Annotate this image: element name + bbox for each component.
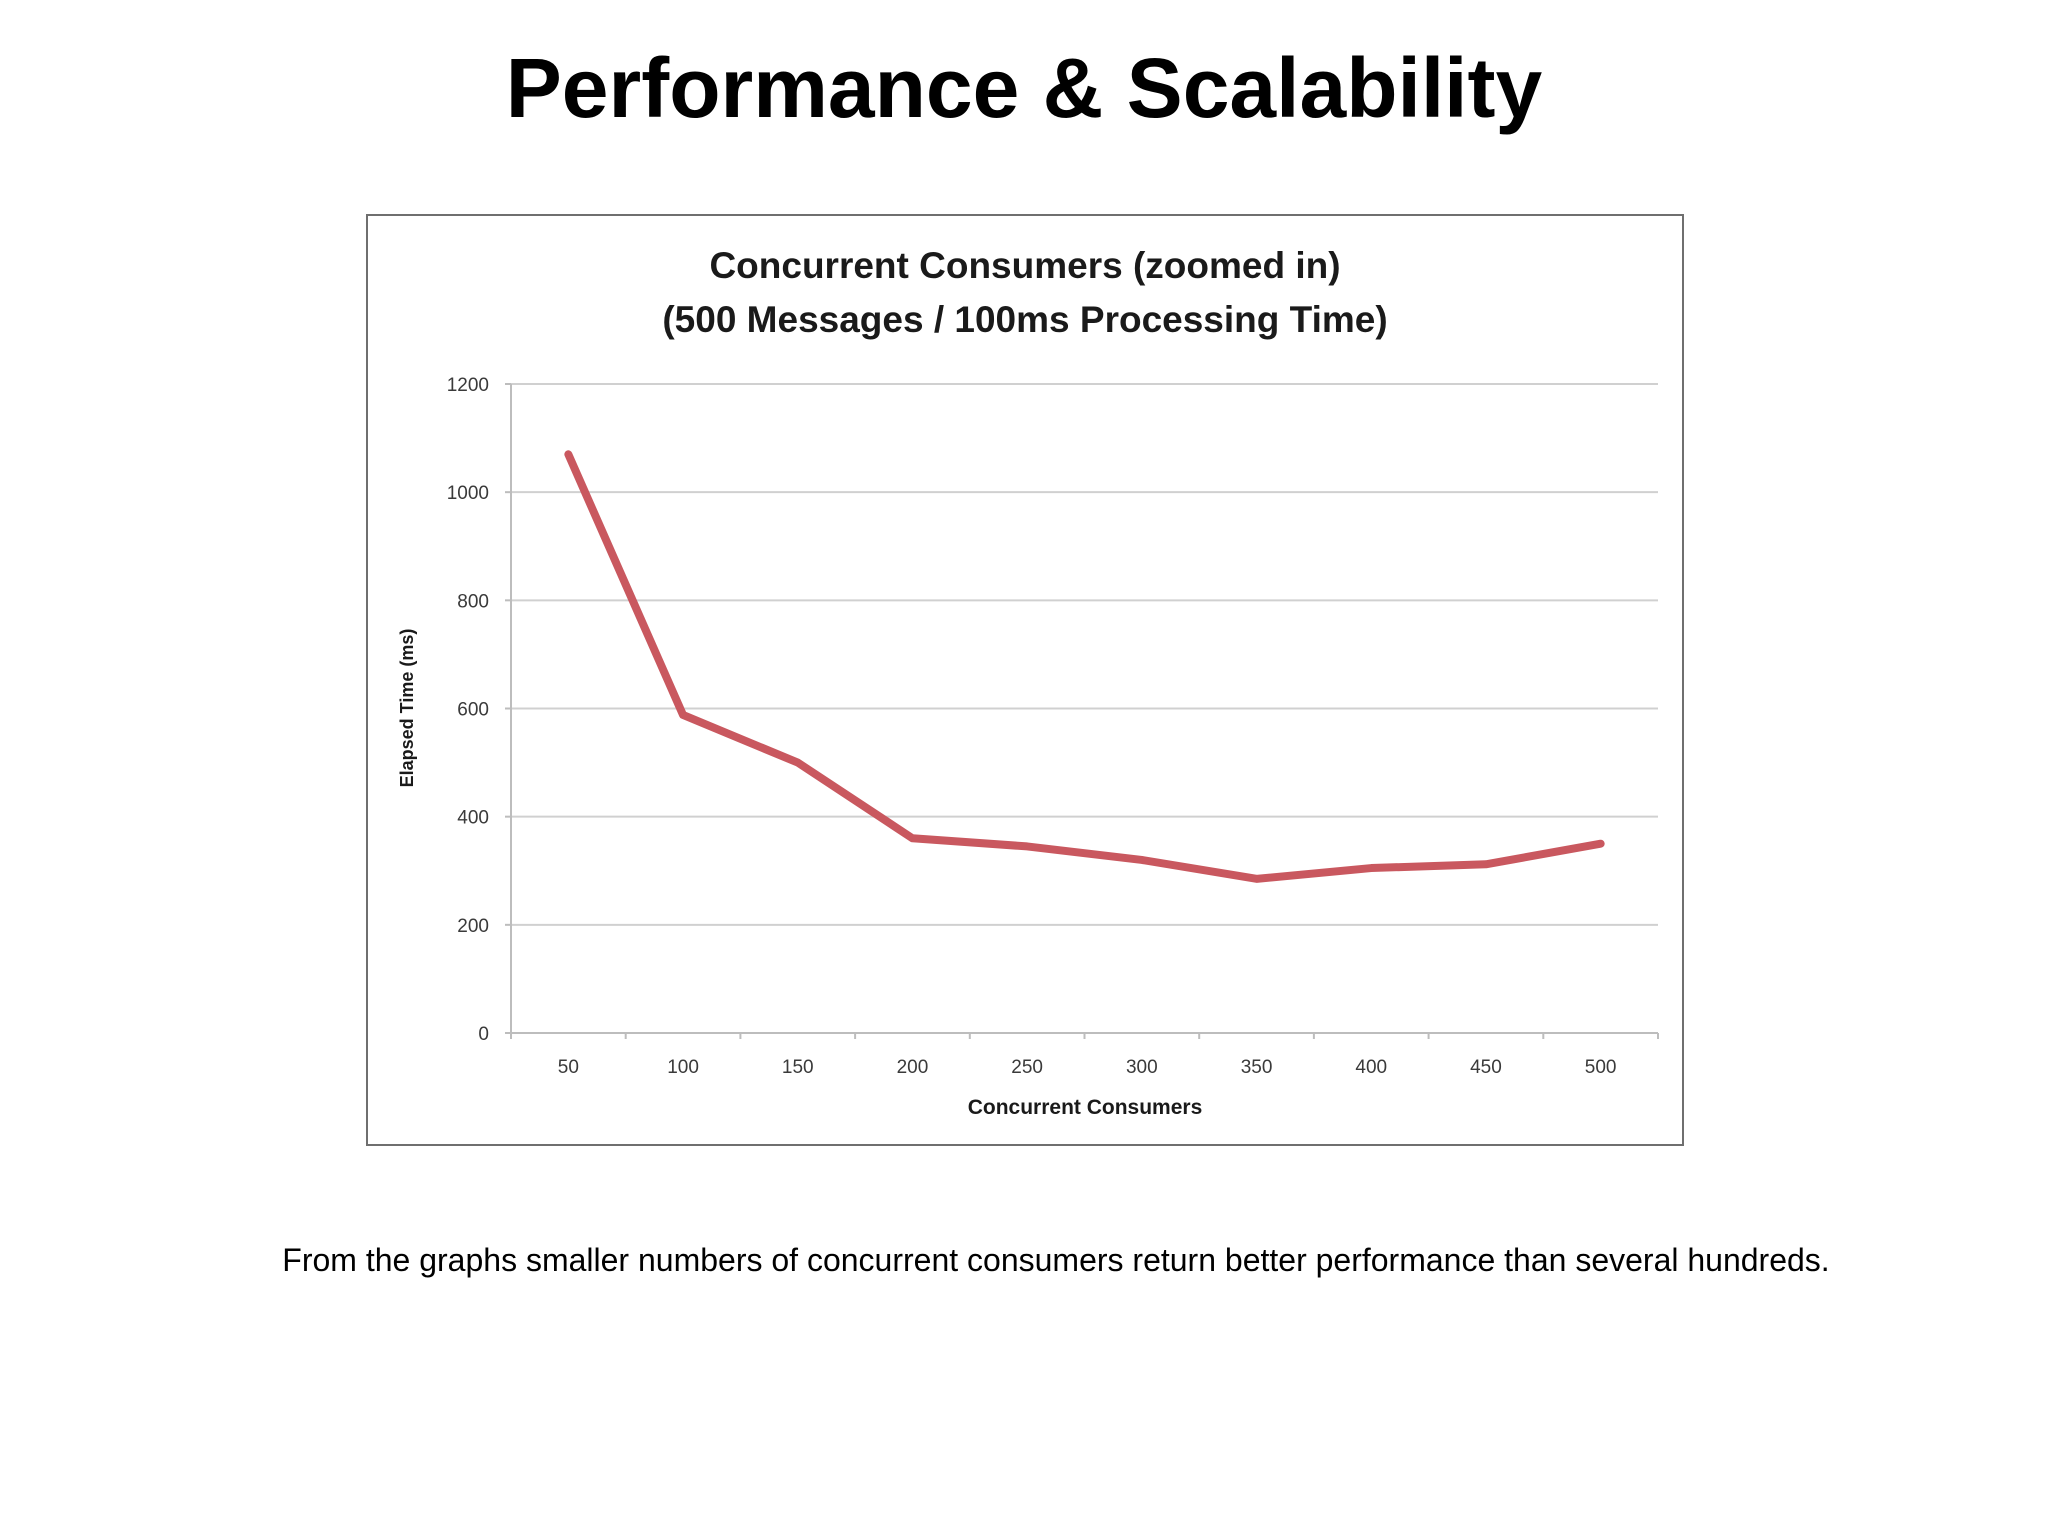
chart-title: Concurrent Consumers (zoomed in) xyxy=(709,245,1340,286)
y-axis-label: Elapsed Time (ms) xyxy=(397,629,417,788)
y-tick-label-200: 200 xyxy=(457,916,489,937)
data-point-500 xyxy=(1600,843,1602,845)
x-tick-label-450: 450 xyxy=(1470,1057,1502,1078)
y-tick-labels: 0 200 400 600 800 1000 1200 xyxy=(447,375,489,1045)
chart-subtitle: (500 Messages / 100ms Processing Time) xyxy=(662,299,1387,340)
data-point-100 xyxy=(682,714,684,716)
y-tick-label-1000: 1000 xyxy=(447,483,489,504)
data-point-400 xyxy=(1370,867,1372,869)
series-line-0 xyxy=(564,450,1605,883)
y-tick-label-1200: 1200 xyxy=(447,375,489,396)
x-tick-label-400: 400 xyxy=(1355,1057,1387,1078)
data-point-50 xyxy=(567,453,569,455)
slide-title: Performance & Scalability xyxy=(505,41,1543,135)
x-tick-label-150: 150 xyxy=(782,1057,814,1078)
x-axis-label: Concurrent Consumers xyxy=(968,1096,1203,1119)
y-tick-label-600: 600 xyxy=(457,700,489,721)
x-tick-label-100: 100 xyxy=(667,1057,699,1078)
data-point-250 xyxy=(1026,845,1028,847)
data-point-450 xyxy=(1485,863,1487,865)
data-point-300 xyxy=(1141,859,1143,861)
data-series xyxy=(564,450,1605,883)
data-point-200 xyxy=(911,837,913,839)
data-point-350 xyxy=(1256,878,1258,880)
x-tick-label-500: 500 xyxy=(1585,1057,1617,1078)
y-tick-label-400: 400 xyxy=(457,808,489,829)
grid-lines xyxy=(511,383,1658,926)
y-tick-label-800: 800 xyxy=(457,591,489,612)
data-point-150 xyxy=(797,762,799,764)
axes xyxy=(505,383,1659,1039)
y-tick-label-0: 0 xyxy=(478,1024,489,1045)
x-tick-label-50: 50 xyxy=(558,1057,579,1078)
x-tick-label-300: 300 xyxy=(1126,1057,1158,1078)
x-tick-label-250: 250 xyxy=(1011,1057,1043,1078)
chart-frame: Concurrent Consumers (zoomed in) (500 Me… xyxy=(366,214,1684,1146)
x-tick-labels: 50 100 150 200 250 300 350 400 450 500 xyxy=(558,1057,1617,1078)
x-tick-label-200: 200 xyxy=(897,1057,929,1078)
slide-caption: From the graphs smaller numbers of concu… xyxy=(282,1242,1830,1278)
x-tick-label-350: 350 xyxy=(1241,1057,1273,1078)
line-chart: Concurrent Consumers (zoomed in) (500 Me… xyxy=(397,245,1659,1119)
